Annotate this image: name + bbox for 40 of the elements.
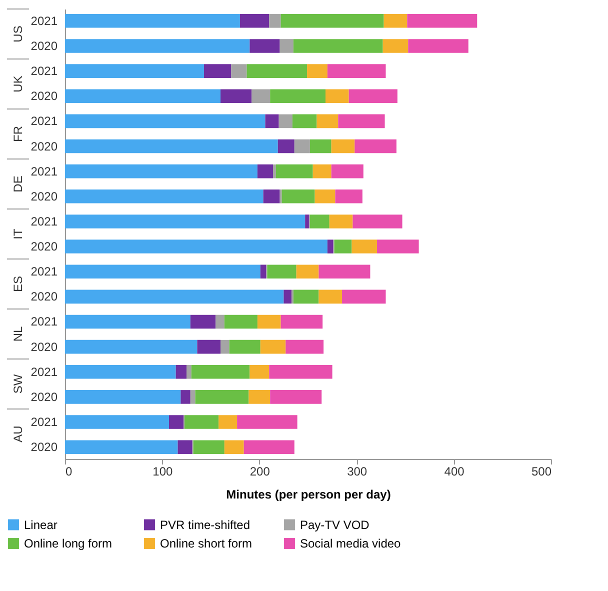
legend-label: PVR time-shifted <box>160 518 250 532</box>
y-tick-label: 2021 <box>30 164 58 178</box>
legend-label: Linear <box>24 518 58 532</box>
x-tick-label: 100 <box>152 464 174 478</box>
text: ES <box>11 276 25 292</box>
text: FR <box>11 126 25 142</box>
y-tick-label: 2020 <box>30 89 58 104</box>
x-axis-title: Minutes (per person per day) <box>226 488 391 502</box>
y-tick-label: 2020 <box>30 340 58 354</box>
y-tick-label: 2021 <box>30 264 58 279</box>
y-tick-label: 2021 <box>30 214 58 228</box>
x-tick-label: 400 <box>444 464 465 478</box>
y-tick-label: 2021 <box>30 364 58 379</box>
y-tick-label: 2021 <box>30 415 58 430</box>
x-tick-label: 200 <box>250 464 270 478</box>
y-tick-label: 2021 <box>30 114 58 128</box>
text: SW <box>11 374 25 394</box>
y-tick-label: 2021 <box>30 14 58 28</box>
text: US <box>11 26 25 42</box>
x-tick-label: 300 <box>347 464 368 478</box>
x-tick-label: 500 <box>531 464 552 478</box>
y-tick-label: 2021 <box>30 64 58 78</box>
text: NL <box>11 326 25 342</box>
y-tick-label: 2020 <box>30 139 58 154</box>
legend-label: Social media video <box>300 536 402 550</box>
y-tick-label: 2020 <box>30 390 58 404</box>
text: IT <box>11 228 25 240</box>
y-tick-label: 2020 <box>30 189 58 204</box>
legend-label: Online long form <box>24 536 112 550</box>
x-tick-label: 0 <box>66 464 72 478</box>
y-tick-label: 2020 <box>30 240 58 254</box>
text: UK <box>11 76 25 92</box>
y-tick-label: 2020 <box>30 440 58 454</box>
legend-label: Pay-TV VOD <box>300 518 370 532</box>
text: AU <box>11 426 25 442</box>
y-tick-label: 2021 <box>30 314 58 329</box>
legend-label: Online short form <box>160 536 252 550</box>
y-tick-label: 2020 <box>30 38 58 53</box>
y-tick-label: 2020 <box>30 290 58 304</box>
text: DE <box>11 176 25 192</box>
